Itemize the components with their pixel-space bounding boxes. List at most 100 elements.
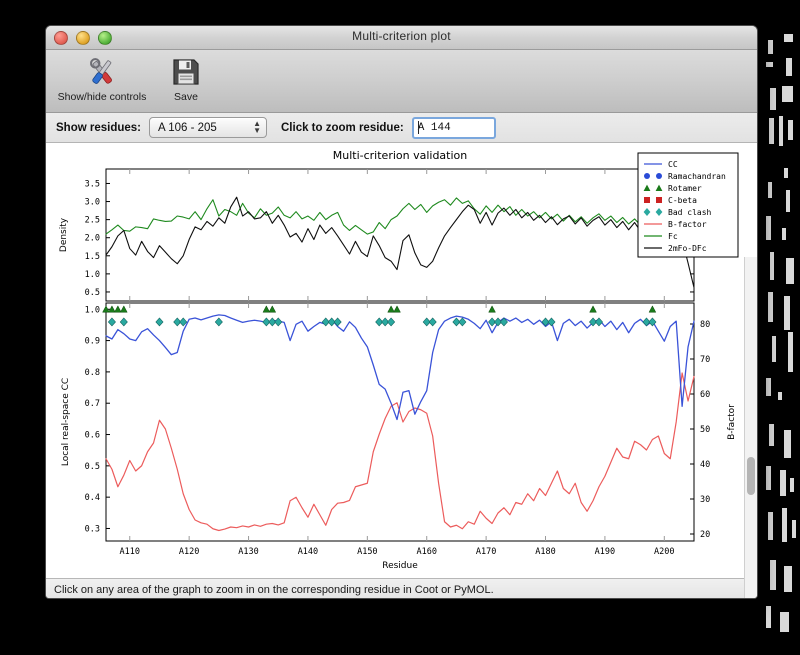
- bad-clash-marker[interactable]: [594, 317, 603, 327]
- residue-range-value: A 106 - 205: [158, 121, 217, 134]
- show-hide-controls-label: Show/hide controls: [57, 91, 147, 103]
- multi-criterion-chart[interactable]: Multi-criterion validation 0.5 1.0 1.5 2.0 2.…: [46, 143, 744, 578]
- rotamer-outlier-marker[interactable]: [393, 305, 401, 313]
- zoom-residue-input[interactable]: A 144: [411, 116, 496, 139]
- y-tick-label-cc: 0.9: [85, 337, 100, 347]
- bad-clash-marker[interactable]: [262, 317, 271, 327]
- chart-title: Multi-criterion validation: [333, 149, 468, 162]
- bad-clash-marker[interactable]: [268, 317, 277, 327]
- density-axis-label: Density: [59, 217, 69, 252]
- rotamer-outlier-marker[interactable]: [262, 305, 271, 313]
- x-tick-label: A150: [357, 547, 377, 557]
- bad-clash-marker[interactable]: [387, 317, 396, 327]
- residue-range-select[interactable]: A 106 - 205 ▲ ▼: [149, 117, 267, 138]
- bad-clash-marker[interactable]: [428, 317, 437, 327]
- y-tick-label: 3.0: [85, 198, 100, 208]
- text-caret: [417, 120, 419, 134]
- bad-clash-marker[interactable]: [327, 317, 336, 327]
- bad-clash-marker[interactable]: [107, 317, 116, 327]
- series-fc: [105, 197, 695, 235]
- density-panel-frame: [105, 168, 695, 302]
- rotamer-outlier-marker[interactable]: [387, 305, 395, 313]
- floppy-disk-icon: [154, 54, 218, 90]
- legend-label-3: C-beta: [668, 196, 697, 205]
- y-tick-label-bfactor: 20: [700, 530, 710, 540]
- zoom-button[interactable]: [98, 31, 112, 45]
- y-tick-label-cc: 0.5: [85, 462, 100, 472]
- bad-clash-marker[interactable]: [321, 317, 330, 327]
- show-hide-controls-button[interactable]: Show/hide controls: [54, 54, 150, 103]
- chevron-updown-icon: ▲ ▼: [253, 119, 261, 135]
- title-bar[interactable]: Multi-criterion plot: [46, 26, 757, 50]
- legend-triangle-2: [643, 184, 651, 191]
- bad-clash-marker[interactable]: [499, 317, 508, 327]
- rotamer-outlier-marker[interactable]: [120, 305, 128, 313]
- bad-clash-marker[interactable]: [452, 317, 461, 327]
- legend-label-0: CC: [668, 160, 678, 169]
- rotamer-outlier-marker[interactable]: [102, 305, 110, 313]
- bad-clash-marker[interactable]: [274, 317, 283, 327]
- bad-clash-marker[interactable]: [375, 317, 384, 327]
- bad-clash-marker[interactable]: [541, 317, 550, 327]
- bad-clash-marker[interactable]: [214, 317, 223, 327]
- rotamer-outlier-marker[interactable]: [589, 305, 597, 313]
- rotamer-outlier-marker[interactable]: [648, 305, 657, 313]
- zoom-residue-value: A 144: [417, 121, 451, 134]
- bad-clash-marker[interactable]: [173, 317, 182, 327]
- bad-clash-marker[interactable]: [642, 317, 651, 327]
- traffic-lights[interactable]: [54, 31, 112, 45]
- bad-clash-marker[interactable]: [458, 317, 467, 327]
- x-tick-label: A190: [595, 547, 615, 557]
- y-tick-label-cc: 1.0: [85, 305, 100, 315]
- chart-legend: [637, 152, 739, 258]
- bad-clash-marker[interactable]: [547, 317, 556, 327]
- y-tick-label-cc: 0.6: [85, 431, 100, 441]
- bad-clash-marker[interactable]: [155, 317, 164, 327]
- x-axis-label: Residue: [382, 561, 418, 571]
- bad-clash-marker[interactable]: [589, 317, 598, 327]
- y-tick-label-bfactor: 70: [700, 355, 710, 365]
- legend-label-2: Rotamer: [668, 184, 702, 193]
- status-bar: Click on any area of the graph to zoom i…: [46, 578, 757, 598]
- x-tick-label: A200: [654, 547, 674, 557]
- rotamer-outlier-marker[interactable]: [108, 305, 116, 313]
- plot-canvas[interactable]: Multi-criterion validation 0.5 1.0 1.5 2.0 2.…: [46, 143, 757, 598]
- bfactor-axis-label: B-factor: [727, 404, 737, 440]
- scrollbar-thumb[interactable]: [747, 457, 755, 495]
- bad-clash-marker[interactable]: [333, 317, 342, 327]
- legend-square-3: [644, 197, 650, 203]
- rotamer-outlier-marker[interactable]: [268, 305, 277, 313]
- bad-clash-marker[interactable]: [422, 317, 431, 327]
- tools-icon: [54, 54, 150, 90]
- y-tick-label-bfactor: 80: [700, 320, 710, 330]
- legend-diamond-4: [643, 208, 651, 216]
- window-title: Multi-criterion plot: [352, 29, 451, 43]
- bad-clash-marker[interactable]: [381, 317, 390, 327]
- bad-clash-marker[interactable]: [119, 317, 128, 327]
- bad-clash-marker[interactable]: [648, 317, 657, 327]
- x-tick-label: A110: [120, 547, 140, 557]
- close-button[interactable]: [54, 31, 68, 45]
- window-scrollbar[interactable]: [744, 257, 757, 598]
- series-b-factor: [105, 372, 695, 532]
- validation-panel-frame: [105, 302, 695, 542]
- x-tick-label: A180: [535, 547, 555, 557]
- y-tick-label-cc: 0.7: [85, 399, 100, 409]
- save-button[interactable]: Save: [154, 54, 218, 103]
- x-tick-label: A120: [179, 547, 199, 557]
- y-tick-label-cc: 0.3: [85, 524, 100, 534]
- legend-label-1: Ramachandran: [668, 172, 726, 181]
- rotamer-outlier-marker[interactable]: [114, 305, 122, 313]
- bad-clash-marker[interactable]: [179, 317, 188, 327]
- rotamer-outlier-marker[interactable]: [488, 305, 496, 313]
- legend-label-4: Bad clash: [668, 208, 712, 217]
- bad-clash-marker[interactable]: [493, 317, 503, 327]
- y-tick-label-cc: 0.8: [85, 368, 100, 378]
- controls-bar: Show residues: A 106 - 205 ▲ ▼ Click to z…: [46, 113, 757, 143]
- save-label: Save: [174, 91, 198, 103]
- x-tick-label: A170: [476, 547, 496, 557]
- legend-circle-1: [656, 173, 662, 179]
- bad-clash-marker[interactable]: [488, 317, 497, 327]
- x-tick-label: A160: [416, 547, 436, 557]
- minimize-button[interactable]: [76, 31, 90, 45]
